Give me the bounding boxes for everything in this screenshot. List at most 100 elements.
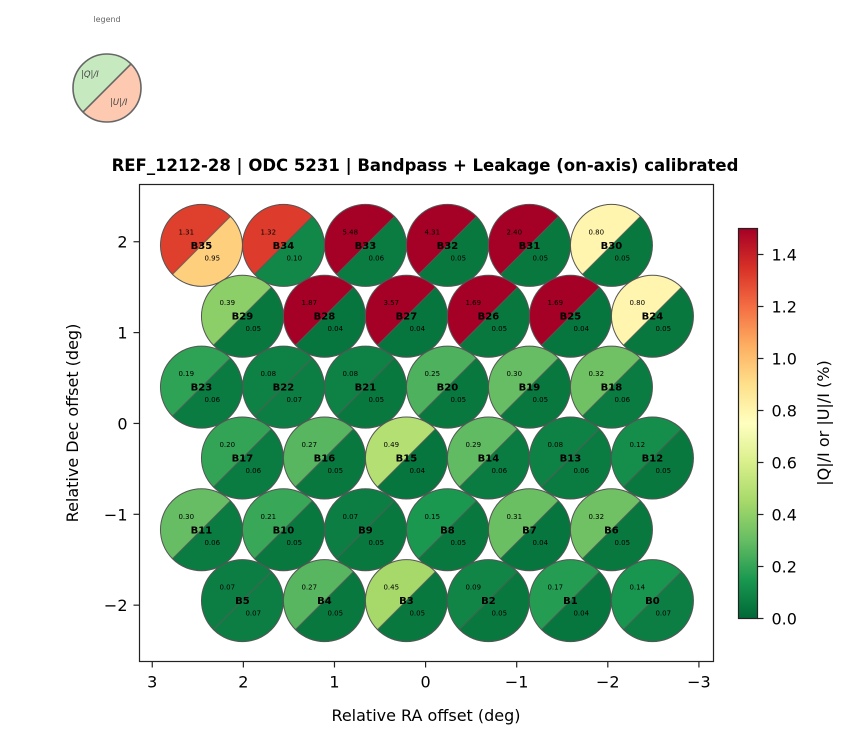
beam-q-half xyxy=(201,559,272,630)
beam-divider xyxy=(418,357,477,417)
legend-title: legend xyxy=(93,15,120,24)
beam-name: B6 xyxy=(604,525,619,536)
beam-name: B19 xyxy=(519,383,541,394)
beam-b21: 0.08 B21 0.05 xyxy=(323,345,407,429)
beam-divider xyxy=(254,357,313,417)
beam-u-half xyxy=(500,216,571,287)
beam-q-value: 0.31 xyxy=(506,513,522,521)
beam-q-value: 0.09 xyxy=(465,584,481,592)
beam-b16: 0.27 B16 0.05 xyxy=(282,416,366,500)
beam-outline xyxy=(610,274,694,358)
colorbar-tick-label: 0.2 xyxy=(772,558,797,577)
beam-u-value: 0.05 xyxy=(286,539,302,547)
beam-q-value: 0.80 xyxy=(588,228,604,236)
beam-b24: 0.80 B24 0.05 xyxy=(610,274,694,358)
beam-name: B1 xyxy=(563,596,578,607)
beam-q-value: 0.45 xyxy=(383,584,399,592)
beam-u-value: 0.06 xyxy=(614,396,630,404)
beam-u-half xyxy=(213,428,284,499)
legend-circle xyxy=(72,53,142,123)
beam-q-half xyxy=(570,488,641,559)
beam-divider xyxy=(213,286,272,346)
beam-divider xyxy=(377,428,436,488)
beam-q-value: 0.19 xyxy=(178,370,194,378)
beam-u-value: 0.05 xyxy=(450,254,466,262)
beam-q-value: 0.07 xyxy=(219,584,235,592)
beam-u-half xyxy=(295,428,366,499)
beam-q-half xyxy=(488,488,559,559)
beam-q-half xyxy=(611,559,682,630)
beam-divider xyxy=(623,286,682,346)
beam-q-half xyxy=(365,559,436,630)
beam-q-half xyxy=(488,346,559,417)
beam-q-half xyxy=(160,204,231,275)
beam-name: B21 xyxy=(355,383,377,394)
beam-u-value: 0.07 xyxy=(245,610,261,618)
beam-b10: 0.21 B10 0.05 xyxy=(241,488,325,572)
beam-q-value: 0.14 xyxy=(629,584,645,592)
x-tick-label: 1 xyxy=(329,673,339,692)
beam-u-half xyxy=(295,571,366,642)
beam-u-value: 0.05 xyxy=(491,610,507,618)
beam-name: B25 xyxy=(560,312,582,323)
beam-name: B16 xyxy=(314,453,336,464)
beam-b26: 1.69 B26 0.05 xyxy=(446,274,530,358)
beam-b23: 0.19 B23 0.06 xyxy=(159,345,243,429)
legend-divider xyxy=(82,63,132,113)
beam-u-half xyxy=(459,428,530,499)
beam-divider xyxy=(213,571,272,630)
beam-u-half xyxy=(254,216,325,287)
chart-title: REF_1212-28 | ODC 5231 | Bandpass + Leak… xyxy=(112,156,739,176)
beam-name: B9 xyxy=(358,525,373,536)
beam-name: B14 xyxy=(478,453,500,464)
beam-q-half xyxy=(447,275,518,346)
beam-u-half xyxy=(377,287,448,358)
beam-u-value: 0.04 xyxy=(573,610,589,618)
beam-q-half xyxy=(242,346,313,417)
x-axis-ticks: 3 2 1 0 −1 −2 −3 xyxy=(147,661,711,692)
beam-divider xyxy=(459,571,518,630)
beam-b34: 1.32 B34 0.10 xyxy=(241,203,325,287)
beam-divider xyxy=(418,216,477,275)
beam-u-value: 0.05 xyxy=(450,539,466,547)
beam-q-half xyxy=(365,417,436,487)
beam-q-half xyxy=(201,275,272,346)
beam-divider xyxy=(623,571,682,630)
beam-u-value: 0.06 xyxy=(245,467,261,475)
beam-q-value: 0.32 xyxy=(588,370,604,378)
x-tick-label: −2 xyxy=(596,673,620,692)
y-tick-label: −2 xyxy=(104,596,128,615)
beam-u-half xyxy=(172,500,243,571)
beam-b11: 0.30 B11 0.06 xyxy=(159,488,243,572)
beam-divider xyxy=(500,357,559,417)
beam-u-value: 0.05 xyxy=(655,467,671,475)
beam-divider xyxy=(541,286,600,346)
beam-q-value: 1.87 xyxy=(301,299,317,307)
beam-name: B35 xyxy=(191,241,213,252)
beam-b31: 2.40 B31 0.05 xyxy=(487,203,571,287)
x-tick-label: −3 xyxy=(687,673,711,692)
beam-q-half xyxy=(611,416,682,487)
beam-name: B23 xyxy=(191,383,213,394)
beam-u-value: 0.05 xyxy=(532,396,548,404)
beam-q-value: 0.30 xyxy=(178,513,194,521)
beam-u-value: 0.07 xyxy=(655,610,671,618)
beam-b28: 1.87 B28 0.04 xyxy=(282,274,366,358)
beam-u-half xyxy=(541,428,612,499)
colorbar-label: |Q|/I or |U|/I (%) xyxy=(814,360,833,485)
beam-b22: 0.08 B22 0.07 xyxy=(241,345,325,429)
beam-u-half xyxy=(623,428,694,499)
beam-u-value: 0.05 xyxy=(368,539,384,547)
beam-u-value: 0.05 xyxy=(532,254,548,262)
beam-name: B34 xyxy=(273,241,295,252)
beam-divider xyxy=(582,357,641,417)
beam-name: B29 xyxy=(232,312,254,323)
beam-u-half xyxy=(336,216,407,287)
beam-u-value: 0.05 xyxy=(614,539,630,547)
beam-q-half xyxy=(160,346,231,417)
beam-q-value: 0.20 xyxy=(219,441,235,449)
beam-divider xyxy=(377,286,436,346)
